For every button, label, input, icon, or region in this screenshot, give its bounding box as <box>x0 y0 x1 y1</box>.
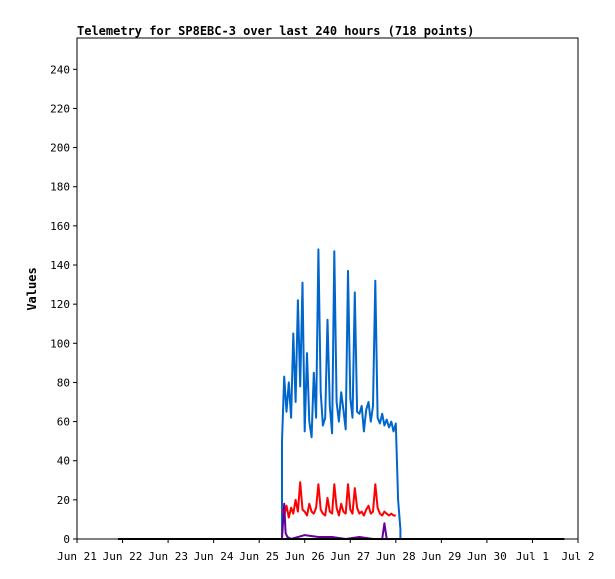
x-tick-label: Jul 2 <box>561 550 594 563</box>
x-tick-label: Jun 21 <box>57 550 97 563</box>
y-tick-label: 80 <box>57 376 70 389</box>
y-tick-label: 220 <box>50 102 70 115</box>
x-tick-label: Jun 25 <box>239 550 279 563</box>
y-tick-label: 200 <box>50 142 70 155</box>
series-line-purple <box>281 502 396 540</box>
y-ticks: 0 20 40 60 80 100 120 140 160 180 200 220 240 <box>50 63 77 546</box>
x-tick-label: Jun 27 <box>330 550 370 563</box>
x-tick-label: Jun 28 <box>376 550 416 563</box>
x-tick-label: Jun 24 <box>194 550 234 563</box>
y-tick-label: 140 <box>50 259 70 272</box>
x-tick-label: Jul 1 <box>516 550 549 563</box>
x-tick-label: Jun 29 <box>421 550 461 563</box>
series-lines <box>118 248 565 540</box>
y-tick-label: 100 <box>50 337 70 350</box>
x-tick-label: Jun 23 <box>148 550 188 563</box>
plot-area <box>76 37 579 540</box>
x-ticks: Jun 21 Jun 22 Jun 23 Jun 24 Jun 25 Jun 26 Jun … <box>57 539 595 563</box>
y-tick-label: 240 <box>50 63 70 76</box>
y-tick-label: 20 <box>57 494 70 507</box>
x-tick-label: Jun 26 <box>285 550 325 563</box>
x-tick-label: Jun 22 <box>103 550 143 563</box>
series-line-blue <box>118 248 565 540</box>
y-tick-label: 120 <box>50 298 70 311</box>
chart-title: Telemetry for SP8EBC-3 over last 240 hou… <box>77 24 474 38</box>
x-tick-label: Jun 30 <box>467 550 507 563</box>
y-tick-label: 60 <box>57 416 70 429</box>
y-tick-label: 40 <box>57 455 70 468</box>
y-tick-label: 160 <box>50 220 70 233</box>
y-tick-label: 0 <box>63 533 70 546</box>
series-line-red <box>281 481 396 519</box>
y-axis-label: Values <box>25 267 39 310</box>
y-tick-label: 180 <box>50 181 70 194</box>
